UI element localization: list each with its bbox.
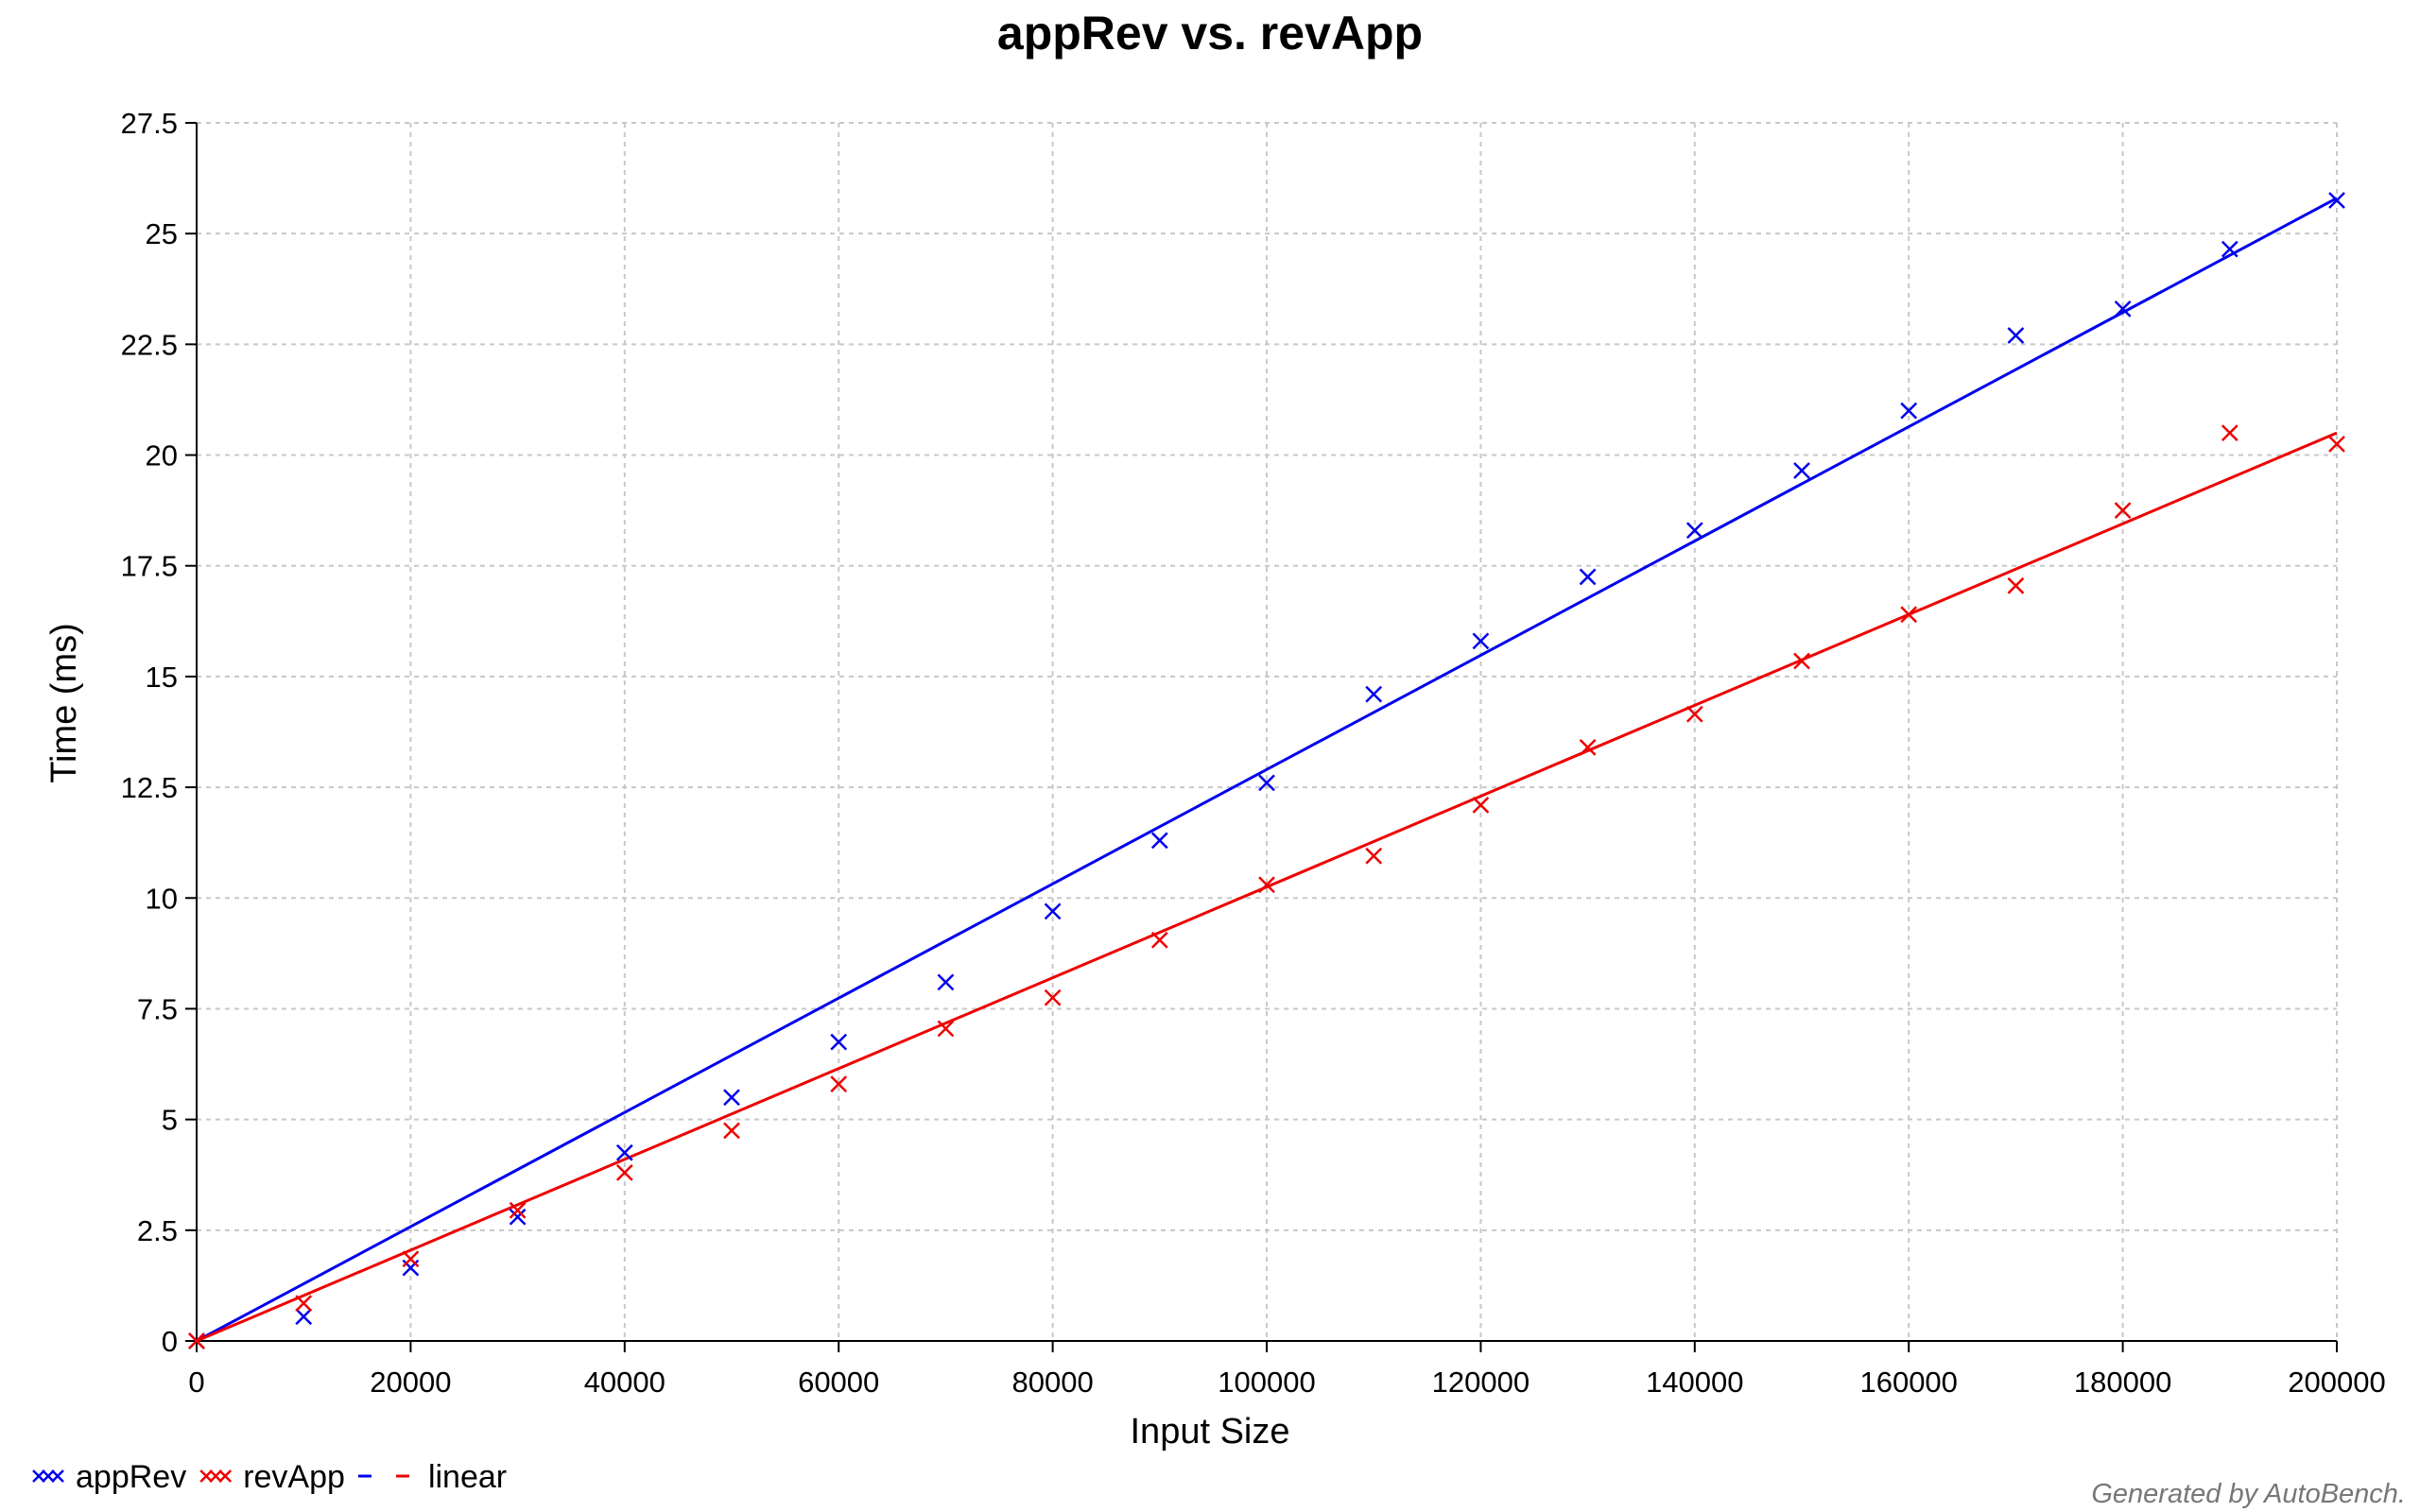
data-points [188, 192, 2345, 1349]
x-tick-label: 120000 [1432, 1366, 1530, 1399]
data-point-revApp [937, 1020, 955, 1038]
fit-line-revApp [196, 431, 2338, 1343]
data-point-appRev [1900, 402, 1918, 420]
data-point-appRev [937, 973, 955, 991]
x-tick-label: 60000 [798, 1366, 879, 1399]
data-point-appRev [1258, 774, 1275, 792]
y-tick-label: 5 [162, 1104, 178, 1137]
data-point-revApp [2328, 435, 2345, 453]
data-point-appRev [615, 1143, 633, 1161]
data-point-appRev [295, 1308, 313, 1326]
x-tick-label: 160000 [1859, 1366, 1957, 1399]
x-tick-label: 140000 [1646, 1366, 1743, 1399]
data-point-appRev [2221, 240, 2238, 258]
footer-credit: Generated by AutoBench. [2091, 1479, 2406, 1509]
data-point-revApp [2114, 502, 2132, 520]
data-point-revApp [2221, 424, 2238, 441]
y-tick-label: 25 [146, 217, 178, 250]
y-tick-label: 27.5 [121, 107, 178, 140]
data-point-revApp [1579, 739, 1597, 756]
x-tick-label: 0 [188, 1366, 204, 1399]
data-point-appRev [1365, 685, 1383, 703]
y-tick-label: 2.5 [137, 1214, 178, 1247]
y-tick-label: 12.5 [121, 771, 178, 804]
data-point-revApp [402, 1250, 420, 1268]
legend-marker [199, 1469, 214, 1483]
data-point-appRev [1044, 902, 1062, 920]
y-tick-label: 0 [162, 1325, 178, 1358]
data-point-appRev [2007, 327, 2025, 344]
data-point-revApp [1044, 988, 1062, 1006]
data-point-revApp [2007, 576, 2025, 594]
fit-line-appRev [196, 197, 2338, 1343]
data-point-appRev [509, 1208, 527, 1226]
data-point-appRev [1685, 522, 1703, 540]
data-point-appRev [723, 1089, 740, 1107]
data-point-revApp [509, 1201, 527, 1219]
x-tick-label: 180000 [2074, 1366, 2171, 1399]
axes [185, 122, 2338, 1352]
legend-marker [32, 1469, 45, 1483]
x-tick-label: 40000 [584, 1366, 666, 1399]
grid [197, 122, 2338, 1341]
data-point-appRev [1150, 832, 1168, 850]
legend-marker [51, 1469, 64, 1483]
legend-label: appRev [76, 1459, 186, 1495]
data-point-revApp [830, 1075, 848, 1093]
data-point-appRev [1579, 568, 1597, 586]
y-tick-label: 15 [146, 661, 178, 694]
data-point-appRev [1793, 462, 1810, 479]
legend: appRev revApp linear [32, 1459, 507, 1495]
x-axis-label: Input Size [1131, 1412, 1290, 1452]
tick-labels: 0 20000 40000 60000 80000 100000 120000 140000 1… [121, 107, 2386, 1399]
data-point-revApp [188, 1332, 205, 1349]
data-point-revApp [295, 1295, 313, 1313]
data-point-revApp [1685, 705, 1703, 723]
y-tick-label: 17.5 [121, 550, 178, 583]
data-point-revApp [1258, 876, 1275, 894]
data-point-revApp [723, 1122, 740, 1140]
data-point-revApp [1900, 606, 1918, 624]
y-tick-label: 7.5 [137, 992, 178, 1025]
legend-label: linear [428, 1459, 507, 1495]
legend-marker [42, 1469, 55, 1483]
x-tick-label: 100000 [1218, 1366, 1315, 1399]
legend-label: revApp [243, 1459, 345, 1495]
data-point-revApp [1150, 931, 1168, 949]
y-axis-label: Time (ms) [44, 623, 84, 783]
data-point-revApp [1793, 652, 1810, 670]
x-tick-label: 80000 [1011, 1366, 1093, 1399]
legend-item-appRev: appRev [32, 1459, 186, 1495]
data-point-appRev [1472, 632, 1490, 650]
y-tick-label: 10 [146, 882, 178, 915]
chart-title: appRev vs. revApp [997, 7, 1423, 60]
data-point-appRev [2114, 300, 2132, 318]
legend-marker [218, 1469, 233, 1483]
y-tick-label: 20 [146, 439, 178, 472]
x-tick-label: 200000 [2288, 1366, 2385, 1399]
data-point-revApp [615, 1163, 633, 1181]
legend-item-revApp: revApp [199, 1459, 345, 1495]
legend-item-linear: linear [357, 1459, 507, 1495]
x-tick-label: 20000 [370, 1366, 451, 1399]
data-point-revApp [1472, 796, 1490, 814]
data-point-revApp [1365, 847, 1383, 865]
y-tick-label: 22.5 [121, 328, 178, 361]
data-point-appRev [2328, 192, 2345, 209]
legend-marker [209, 1469, 223, 1483]
fit-lines [196, 197, 2338, 1343]
data-point-appRev [830, 1033, 848, 1051]
